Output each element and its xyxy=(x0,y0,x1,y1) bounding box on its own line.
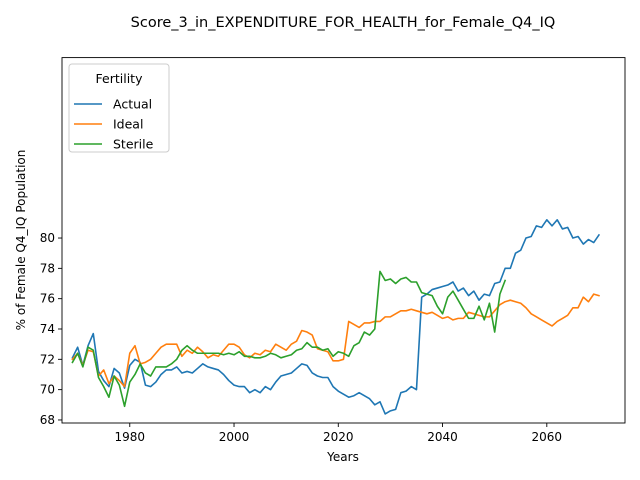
x-tick-label: 2040 xyxy=(427,430,458,444)
y-axis-label: % of Female Q4_IQ Population xyxy=(14,150,28,331)
legend: Fertility Actual Ideal Sterile xyxy=(68,63,170,153)
plot-area xyxy=(61,57,626,424)
x-axis-label: Years xyxy=(326,450,359,464)
series-line-actual xyxy=(71,219,601,415)
y-axis: 68 70 72 74 76 78 80 xyxy=(40,231,62,427)
y-tick-label: 70 xyxy=(40,383,55,397)
y-tick-label: 78 xyxy=(40,261,55,275)
y-tick-label: 80 xyxy=(40,231,55,245)
legend-items: Actual Ideal Sterile xyxy=(74,97,154,152)
y-tick-label: 74 xyxy=(40,322,55,336)
x-tick-label: 2000 xyxy=(219,430,250,444)
legend-title: Fertility xyxy=(96,71,144,86)
legend-label-ideal: Ideal xyxy=(113,117,143,132)
y-tick-label: 76 xyxy=(40,292,55,306)
x-tick-label: 2020 xyxy=(323,430,354,444)
legend-label-actual: Actual xyxy=(113,97,152,112)
chart-title: Score_3_in_EXPENDITURE_FOR_HEALTH_for_Fe… xyxy=(131,15,556,31)
series-lines xyxy=(71,219,601,415)
x-tick-label: 2060 xyxy=(532,430,563,444)
legend-label-sterile: Sterile xyxy=(113,137,154,152)
series-line-ideal xyxy=(71,293,600,388)
x-axis: 1980 2000 2020 2040 2060 xyxy=(114,423,562,444)
y-tick-label: 68 xyxy=(40,413,55,427)
x-tick-label: 1980 xyxy=(114,430,145,444)
series-line-sterile xyxy=(71,270,507,408)
legend-box xyxy=(68,63,170,153)
y-tick-label: 72 xyxy=(40,352,55,366)
